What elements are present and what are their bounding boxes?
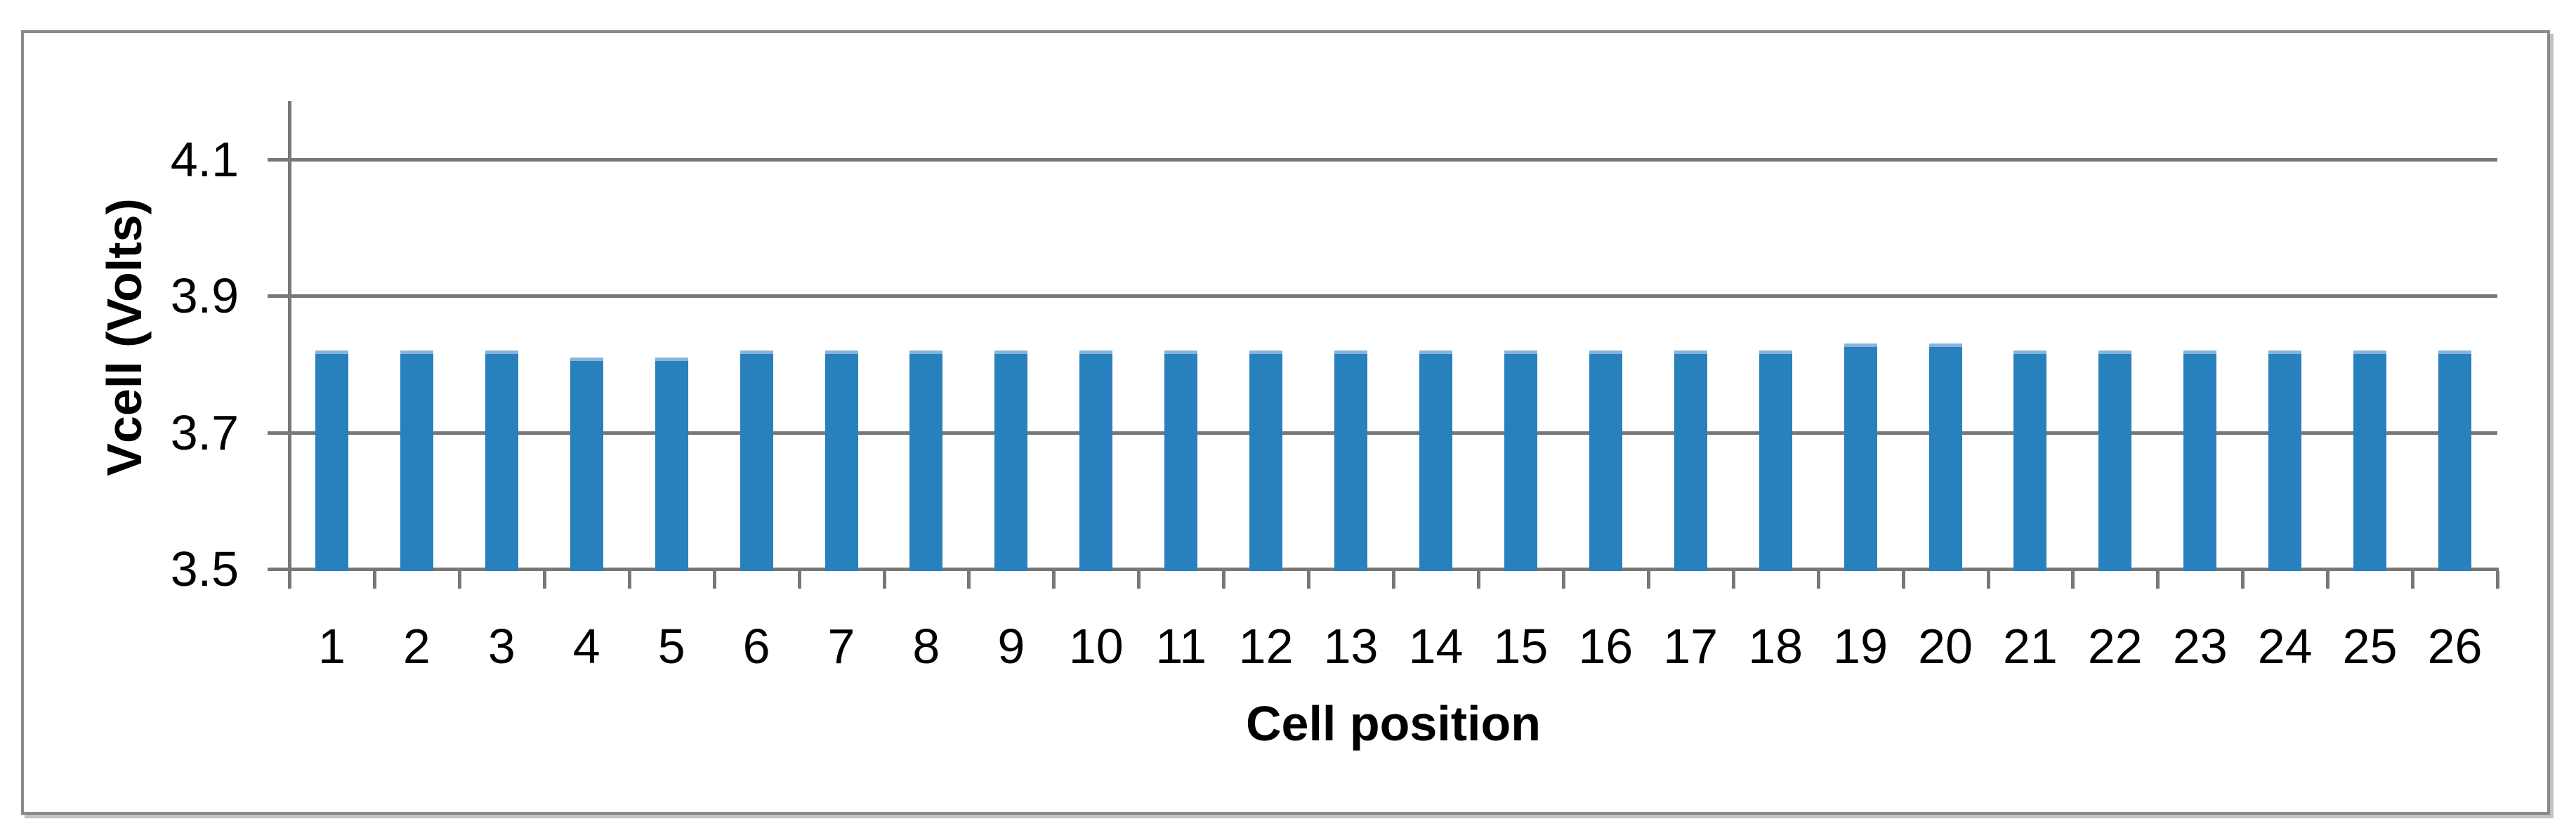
x-tick-mark	[2071, 571, 2075, 589]
x-tick-mark	[1307, 571, 1311, 589]
x-tick-mark	[1137, 571, 1141, 589]
x-tick-mark	[372, 571, 376, 589]
x-tick-label-20: 20	[1918, 619, 1973, 674]
x-tick-mark	[712, 571, 716, 589]
x-tick-label-9: 9	[997, 619, 1025, 674]
x-tick-mark	[967, 571, 971, 589]
gridline-3.9	[289, 294, 2497, 298]
x-tick-mark	[1731, 571, 1735, 589]
bar-cell-4	[570, 357, 603, 571]
bar-cell-24	[2268, 351, 2302, 571]
x-tick-mark	[1222, 571, 1226, 589]
bar-cell-7	[824, 351, 858, 571]
bar-cell-17	[1674, 351, 1707, 571]
bar-cell-21	[2013, 351, 2047, 571]
bar-cell-8	[909, 351, 943, 571]
x-tick-label-22: 22	[2087, 619, 2143, 674]
x-tick-label-18: 18	[1748, 619, 1803, 674]
bar-cell-20	[1928, 343, 1962, 571]
bar-cell-26	[2438, 351, 2471, 571]
bar-cell-2	[400, 351, 433, 571]
x-tick-label-24: 24	[2257, 619, 2313, 674]
y-axis-title: Vcell (Volts)	[97, 198, 152, 476]
x-tick-label-25: 25	[2342, 619, 2398, 674]
x-tick-label-3: 3	[487, 619, 515, 674]
bar-cell-1	[315, 351, 348, 571]
x-tick-label-1: 1	[318, 619, 346, 674]
bar-cell-18	[1759, 351, 1792, 571]
bar-cell-16	[1589, 351, 1622, 571]
gridline-3.7	[289, 431, 2497, 435]
x-tick-label-12: 12	[1238, 619, 1294, 674]
y-tick-mark	[268, 158, 291, 162]
x-tick-mark	[288, 571, 291, 589]
y-axis-line	[288, 101, 291, 589]
x-tick-mark	[1392, 571, 1395, 589]
x-tick-label-7: 7	[827, 619, 855, 674]
x-tick-mark	[1901, 571, 1905, 589]
x-tick-label-2: 2	[402, 619, 431, 674]
x-tick-mark	[2326, 571, 2330, 589]
x-tick-mark	[542, 571, 546, 589]
x-tick-label-14: 14	[1408, 619, 1464, 674]
y-tick-mark	[268, 568, 291, 571]
y-tick-mark	[268, 294, 291, 298]
x-tick-mark	[1052, 571, 1056, 589]
y-tick-label: 3.7	[170, 405, 239, 460]
bar-cell-19	[1844, 343, 1877, 571]
x-tick-mark	[1646, 571, 1650, 589]
x-tick-mark	[882, 571, 886, 589]
x-tick-label-17: 17	[1663, 619, 1719, 674]
x-axis-title: Cell position	[1246, 696, 1541, 751]
bar-cell-14	[1419, 351, 1452, 571]
y-tick-mark	[268, 431, 291, 435]
bar-cell-5	[655, 357, 688, 571]
bar-cell-15	[1504, 351, 1537, 571]
bar-cell-23	[2183, 351, 2217, 571]
y-tick-label: 4.1	[170, 132, 239, 187]
x-tick-label-15: 15	[1493, 619, 1549, 674]
x-tick-mark	[627, 571, 631, 589]
x-tick-label-8: 8	[912, 619, 940, 674]
x-tick-label-26: 26	[2427, 619, 2483, 674]
x-tick-label-6: 6	[742, 619, 770, 674]
x-tick-mark	[2496, 571, 2499, 589]
x-tick-label-16: 16	[1578, 619, 1634, 674]
bar-cell-12	[1249, 351, 1283, 571]
x-tick-mark	[2241, 571, 2245, 589]
bar-cell-9	[994, 351, 1028, 571]
x-axis-line	[288, 568, 2499, 571]
bar-cell-10	[1079, 351, 1113, 571]
x-tick-mark	[2411, 571, 2415, 589]
x-tick-mark	[2156, 571, 2160, 589]
x-tick-label-21: 21	[2002, 619, 2058, 674]
x-tick-mark	[1561, 571, 1565, 589]
x-tick-label-19: 19	[1833, 619, 1888, 674]
x-tick-mark	[1986, 571, 1990, 589]
bar-cell-13	[1334, 351, 1367, 571]
x-tick-mark	[1816, 571, 1820, 589]
x-tick-label-23: 23	[2172, 619, 2228, 674]
bar-cell-11	[1164, 351, 1198, 571]
bar-cell-22	[2098, 351, 2132, 571]
gridline-4.1	[289, 158, 2497, 162]
x-tick-mark	[797, 571, 801, 589]
bar-cell-3	[485, 351, 518, 571]
bar-cell-25	[2353, 351, 2387, 571]
x-tick-label-4: 4	[572, 619, 600, 674]
x-tick-label-11: 11	[1155, 619, 1207, 674]
x-tick-label-10: 10	[1068, 619, 1124, 674]
y-tick-label: 3.5	[170, 542, 239, 596]
x-tick-mark	[1476, 571, 1480, 589]
bar-cell-6	[740, 351, 773, 571]
y-tick-label: 3.9	[170, 268, 239, 323]
x-tick-mark	[457, 571, 461, 589]
x-tick-label-13: 13	[1323, 619, 1379, 674]
x-tick-label-5: 5	[657, 619, 685, 674]
